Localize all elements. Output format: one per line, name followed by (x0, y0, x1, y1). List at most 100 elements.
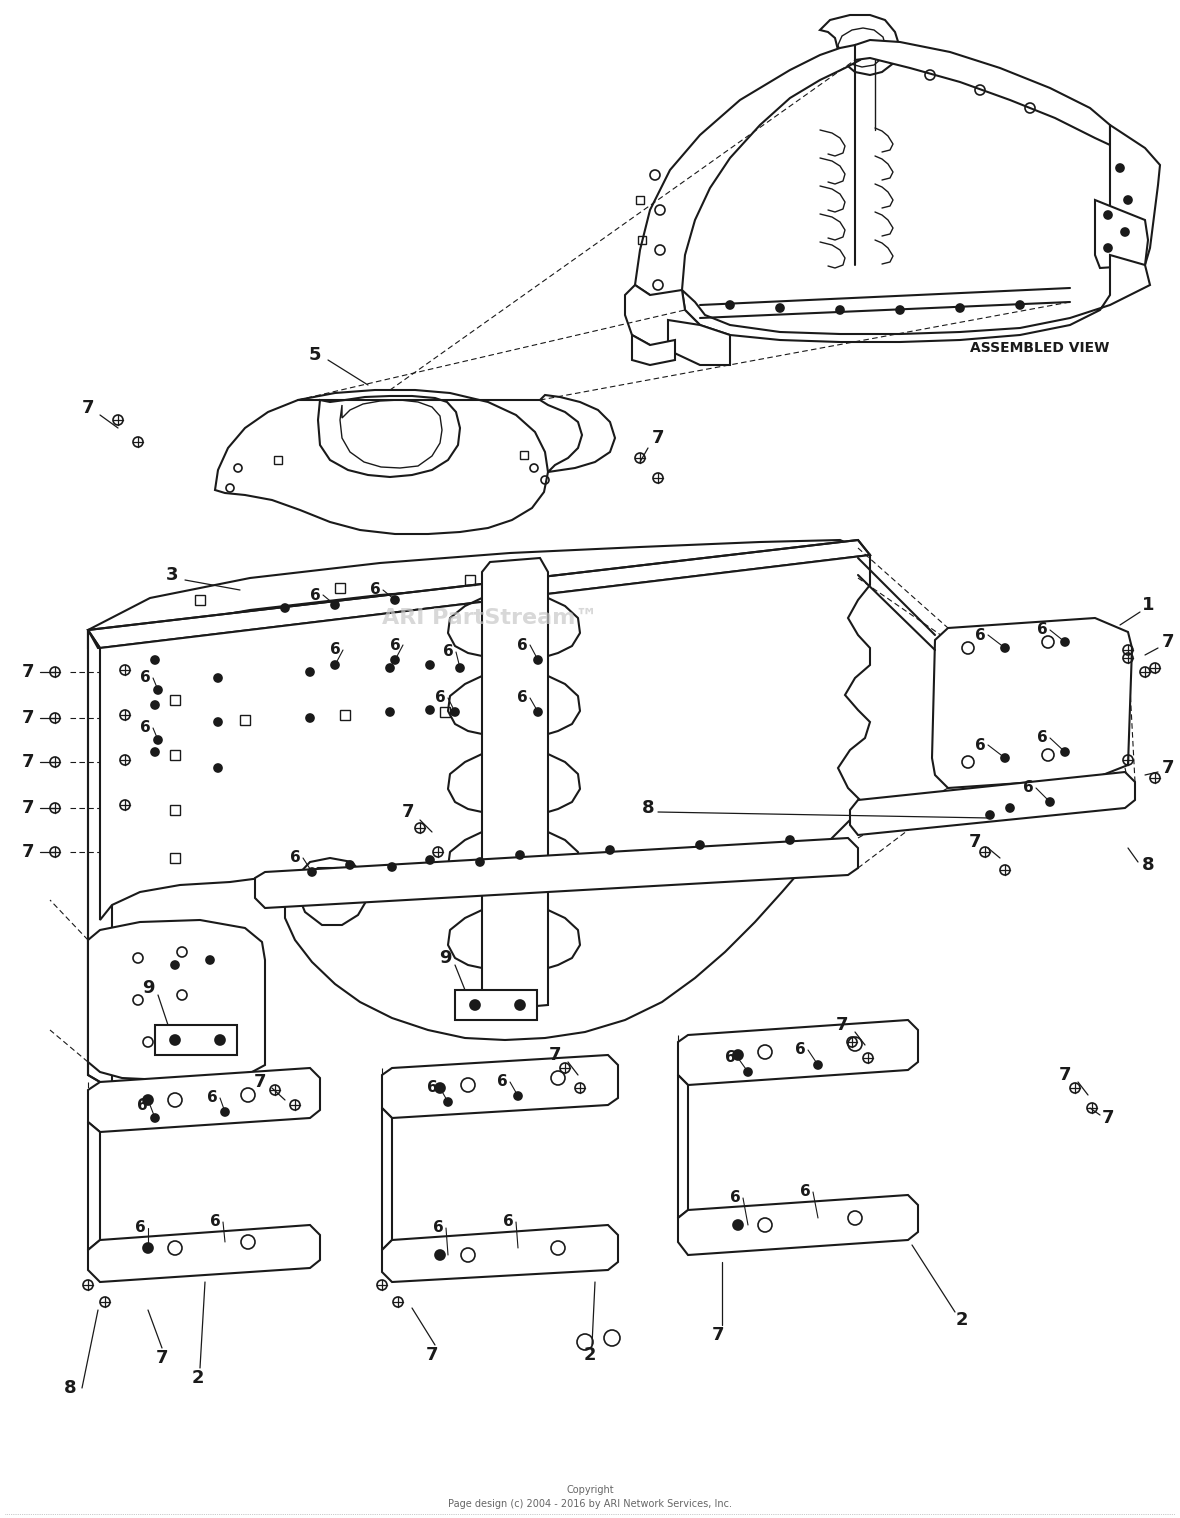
Circle shape (386, 663, 394, 672)
Circle shape (1001, 644, 1009, 653)
Polygon shape (88, 920, 266, 1079)
Text: 7: 7 (426, 1346, 438, 1365)
Polygon shape (382, 1225, 618, 1283)
Circle shape (306, 668, 314, 676)
Bar (465, 575, 476, 584)
Text: 7: 7 (21, 798, 34, 817)
Polygon shape (632, 335, 675, 364)
Circle shape (1125, 196, 1132, 203)
Circle shape (733, 1220, 743, 1230)
Text: 7: 7 (1058, 1066, 1071, 1084)
Text: 6: 6 (1036, 622, 1048, 638)
Polygon shape (820, 15, 900, 74)
Circle shape (1121, 228, 1129, 235)
Text: 6: 6 (427, 1081, 438, 1096)
Circle shape (155, 736, 162, 744)
Circle shape (281, 604, 289, 612)
Bar (274, 455, 282, 465)
Text: 6: 6 (729, 1190, 740, 1205)
Circle shape (391, 597, 399, 604)
Bar (638, 235, 645, 244)
Text: 6: 6 (289, 850, 301, 865)
Text: 7: 7 (21, 753, 34, 771)
Text: 2: 2 (191, 1369, 204, 1387)
Text: 3: 3 (165, 566, 178, 584)
Bar (636, 196, 644, 203)
Circle shape (444, 1098, 452, 1107)
Text: 6: 6 (503, 1214, 513, 1230)
Circle shape (155, 686, 162, 694)
Circle shape (308, 868, 316, 876)
Bar (335, 583, 345, 594)
Polygon shape (317, 396, 460, 477)
Circle shape (1016, 301, 1024, 310)
Text: 6: 6 (369, 583, 380, 598)
Polygon shape (678, 1195, 918, 1255)
Polygon shape (625, 285, 700, 348)
Bar (340, 710, 350, 720)
Text: 7: 7 (1102, 1110, 1114, 1126)
Circle shape (476, 858, 484, 865)
Bar (520, 451, 527, 458)
Circle shape (221, 1108, 229, 1116)
Circle shape (455, 663, 464, 672)
Bar (240, 715, 250, 726)
Circle shape (535, 707, 542, 716)
Text: 6: 6 (329, 642, 340, 657)
Circle shape (346, 861, 354, 868)
Polygon shape (88, 1225, 320, 1283)
Polygon shape (856, 39, 1110, 146)
Polygon shape (88, 540, 870, 648)
Text: 8: 8 (64, 1378, 77, 1397)
Bar (170, 750, 181, 761)
Circle shape (726, 301, 734, 310)
Circle shape (435, 1082, 445, 1093)
Text: 6: 6 (309, 587, 321, 603)
Circle shape (214, 674, 222, 682)
Circle shape (151, 656, 159, 663)
Circle shape (514, 1091, 522, 1101)
Text: 2: 2 (584, 1346, 596, 1365)
Text: 6: 6 (206, 1090, 217, 1105)
Circle shape (451, 707, 459, 716)
Text: 7: 7 (549, 1046, 562, 1064)
Circle shape (143, 1094, 153, 1105)
Circle shape (306, 713, 314, 723)
Text: 7: 7 (81, 399, 94, 417)
Text: 5: 5 (309, 346, 321, 364)
Circle shape (1007, 805, 1014, 812)
Bar (195, 595, 205, 606)
Circle shape (214, 718, 222, 726)
Bar (170, 695, 181, 704)
Polygon shape (635, 46, 860, 301)
Circle shape (391, 656, 399, 663)
Text: 6: 6 (1023, 780, 1034, 795)
Circle shape (733, 1050, 743, 1060)
Text: 1: 1 (1142, 597, 1154, 613)
Text: 7: 7 (401, 803, 414, 821)
Text: 6: 6 (725, 1050, 735, 1066)
Polygon shape (838, 27, 886, 67)
Text: 7: 7 (156, 1350, 169, 1368)
Circle shape (332, 601, 339, 609)
Circle shape (814, 1061, 822, 1069)
Circle shape (1045, 798, 1054, 806)
Circle shape (1061, 748, 1069, 756)
Text: 7: 7 (254, 1073, 267, 1091)
Text: 7: 7 (21, 842, 34, 861)
Bar (455, 990, 537, 1020)
Polygon shape (340, 401, 442, 468)
Text: 8: 8 (642, 798, 655, 817)
Text: 6: 6 (517, 638, 527, 653)
Text: 6: 6 (389, 638, 400, 653)
Text: 9: 9 (142, 979, 155, 997)
Circle shape (151, 1114, 159, 1122)
Text: 6: 6 (497, 1075, 507, 1090)
Text: 6: 6 (210, 1214, 221, 1230)
Text: 6: 6 (434, 691, 445, 706)
Circle shape (470, 1000, 480, 1009)
Text: ARI PartStream™: ARI PartStream™ (382, 609, 598, 628)
Text: 6: 6 (139, 671, 150, 686)
Circle shape (986, 811, 994, 820)
Circle shape (215, 1035, 225, 1044)
